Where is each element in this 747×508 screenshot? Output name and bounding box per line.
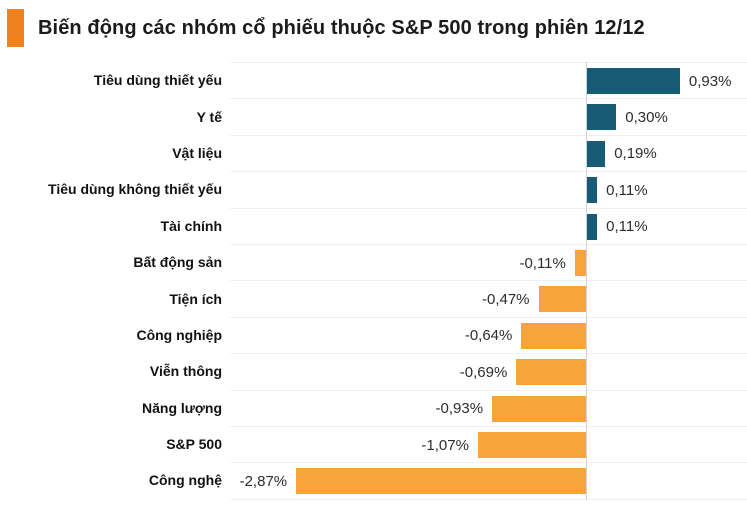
bar xyxy=(477,431,586,458)
chart-row: Tiện ích -0,47% xyxy=(0,280,747,316)
bar xyxy=(516,359,586,386)
bar xyxy=(538,286,586,313)
value-label: -0,69% xyxy=(459,363,508,381)
chart-title: Biến động các nhóm cổ phiếu thuộc S&P 50… xyxy=(38,16,645,39)
plot-cell: 0,30% xyxy=(230,98,747,134)
chart-row: Tiêu dùng không thiết yếu 0,11% xyxy=(0,171,747,207)
plot-cell: -0,11% xyxy=(230,243,747,280)
value-label: -1,07% xyxy=(421,436,469,454)
plot-cell: 0,11% xyxy=(230,171,747,207)
chart-row: Viễn thông -0,69% xyxy=(0,353,747,389)
value-label: 0,93% xyxy=(688,72,732,90)
chart-row: Công nghệ -2,87% xyxy=(0,462,747,498)
value-label: -2,87% xyxy=(239,472,288,490)
plot-cell: -0,93% xyxy=(230,389,747,426)
bar xyxy=(574,249,586,276)
bar xyxy=(586,177,598,204)
value-label: -0,64% xyxy=(464,327,513,345)
category-label: Viễn thông xyxy=(149,363,222,380)
chart-row: Năng lượng -0,93% xyxy=(0,389,747,426)
bar xyxy=(521,322,586,349)
chart-header: Biến động các nhóm cổ phiếu thuộc S&P 50… xyxy=(0,0,747,48)
bar xyxy=(492,395,586,422)
bottom-gridline xyxy=(230,498,747,500)
category-label: Tài chính xyxy=(160,217,222,234)
plot-cell: -1,07% xyxy=(230,425,747,462)
value-label: 0,30% xyxy=(625,109,668,127)
bar xyxy=(586,68,680,94)
category-label: Vật liệu xyxy=(172,144,222,161)
chart-row: Bất động sản -0,11% xyxy=(0,243,747,280)
plot-cell: -0,47% xyxy=(230,280,747,316)
value-label: 0,11% xyxy=(606,181,648,199)
category-label: Năng lượng xyxy=(142,399,222,416)
chart-row: Y tế 0,30% xyxy=(0,98,747,134)
plot-cell: -0,69% xyxy=(230,353,747,389)
category-label: Tiêu dùng thiết yếu xyxy=(93,72,222,89)
plot-cell: 0,93% xyxy=(230,62,747,98)
chart-rows: Tiêu dùng thiết yếu 0,93% Y tế 0,30% Vật liệ… xyxy=(0,62,747,499)
category-label: Bất động sản xyxy=(133,254,222,271)
chart-row: Vật liệu 0,19% xyxy=(0,134,747,171)
plot-cell: 0,19% xyxy=(230,134,747,171)
category-label: Y tế xyxy=(196,108,222,125)
category-label: Tiêu dùng không thiết yếu xyxy=(48,181,222,198)
value-label: -0,11% xyxy=(519,254,566,272)
plot-cell: -0,64% xyxy=(230,316,747,353)
bar xyxy=(586,104,617,131)
category-label: Tiện ích xyxy=(169,290,222,307)
bar xyxy=(296,468,586,495)
chart-row: Công nghiệp -0,64% xyxy=(0,316,747,353)
zero-axis-line xyxy=(586,62,587,500)
plot-cell: 0,11% xyxy=(230,207,747,244)
chart-row: Tiêu dùng thiết yếu 0,93% xyxy=(0,62,747,98)
title-bullet-icon xyxy=(7,9,24,47)
plot-cell: -2,87% xyxy=(230,462,747,498)
bar xyxy=(586,213,598,240)
chart-row: Tài chính 0,11% xyxy=(0,207,747,244)
chart-row: S&P 500 -1,07% xyxy=(0,425,747,462)
value-label: -0,47% xyxy=(481,291,530,309)
value-label: 0,19% xyxy=(614,145,657,163)
bar xyxy=(586,140,606,167)
value-label: -0,93% xyxy=(435,400,484,418)
category-label: Công nghiệp xyxy=(136,326,222,343)
category-label: Công nghệ xyxy=(148,472,222,489)
bar-chart: Tiêu dùng thiết yếu 0,93% Y tế 0,30% Vật liệ… xyxy=(0,62,747,500)
value-label: 0,11% xyxy=(606,218,648,236)
category-label: S&P 500 xyxy=(166,436,222,453)
